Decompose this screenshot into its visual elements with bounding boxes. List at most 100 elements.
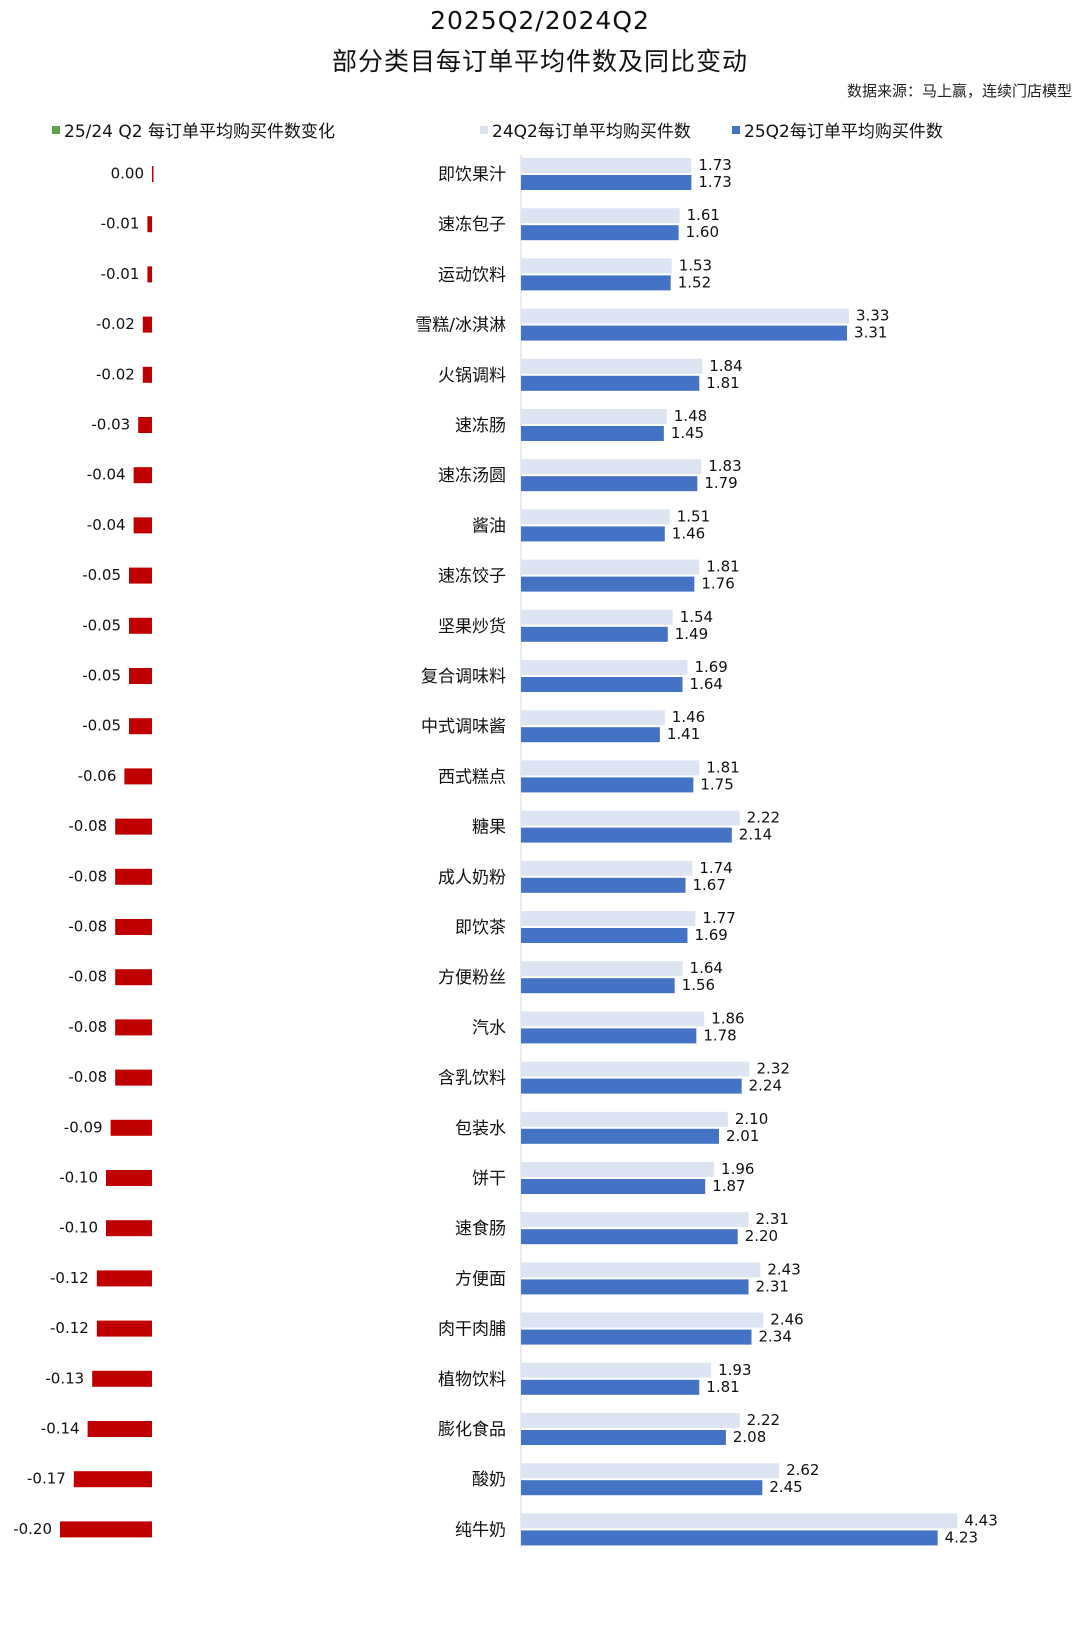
bar-25q2 bbox=[521, 777, 694, 793]
change-bar bbox=[147, 266, 152, 283]
bar-25q2-label: 2.45 bbox=[769, 1478, 802, 1496]
bar-24q2-label: 1.96 bbox=[721, 1160, 754, 1178]
bar-24q2-label: 1.81 bbox=[706, 558, 739, 576]
data-source-note: 数据来源：马上赢，连续门店模型 bbox=[846, 82, 1072, 100]
category-label: 酸奶 bbox=[472, 1470, 506, 1490]
bar-25q2-label: 2.14 bbox=[739, 826, 772, 844]
bar-24q2 bbox=[521, 1111, 728, 1127]
legend-swatch-change bbox=[52, 125, 60, 134]
bar-24q2-label: 4.43 bbox=[964, 1511, 997, 1529]
bar-24q2 bbox=[521, 961, 683, 977]
bar-24q2-label: 1.93 bbox=[718, 1361, 751, 1379]
bar-25q2 bbox=[521, 1078, 742, 1094]
bar-25q2-label: 1.49 bbox=[675, 625, 708, 643]
change-label: -0.10 bbox=[59, 1169, 98, 1187]
bar-24q2-label: 2.32 bbox=[757, 1060, 790, 1078]
change-bar bbox=[96, 1320, 152, 1337]
change-label: -0.08 bbox=[68, 867, 107, 885]
change-label: -0.03 bbox=[91, 416, 130, 434]
change-bar bbox=[133, 517, 152, 534]
legend-label-2024: 24Q2每订单平均购买件数 bbox=[492, 122, 691, 142]
bar-25q2-label: 1.46 bbox=[672, 524, 705, 542]
bar-24q2 bbox=[521, 1061, 750, 1077]
bar-24q2-label: 2.22 bbox=[747, 809, 780, 827]
change-bar bbox=[106, 1170, 152, 1186]
change-bar bbox=[138, 417, 152, 433]
change-bar bbox=[115, 818, 152, 835]
change-label: -0.08 bbox=[68, 968, 107, 986]
bar-25q2 bbox=[521, 978, 675, 994]
bar-25q2 bbox=[521, 175, 692, 190]
bar-25q2 bbox=[521, 1480, 763, 1496]
bar-25q2-label: 2.24 bbox=[749, 1077, 782, 1095]
bar-25q2 bbox=[521, 275, 671, 291]
change-bar bbox=[115, 919, 152, 935]
change-label: -0.20 bbox=[13, 1520, 52, 1538]
bar-24q2 bbox=[521, 559, 700, 575]
category-label: 火锅调料 bbox=[438, 366, 506, 386]
bar-25q2-label: 4.23 bbox=[945, 1528, 978, 1546]
legend-item-2025: 25Q2每订单平均购买件数 bbox=[732, 117, 943, 142]
change-bar bbox=[60, 1521, 152, 1538]
bar-25q2 bbox=[521, 1329, 752, 1345]
bar-25q2-label: 1.69 bbox=[694, 926, 727, 944]
change-bar bbox=[129, 668, 152, 684]
bar-24q2-label: 1.69 bbox=[694, 658, 727, 676]
change-bar bbox=[152, 166, 154, 182]
change-bar bbox=[115, 1069, 152, 1086]
change-label: -0.05 bbox=[82, 616, 121, 634]
bar-24q2 bbox=[521, 1011, 705, 1027]
bar-25q2 bbox=[521, 827, 732, 843]
bar-24q2-label: 1.73 bbox=[698, 156, 731, 174]
change-label: -0.08 bbox=[68, 1018, 107, 1036]
bar-25q2 bbox=[521, 677, 683, 692]
change-label: 0.00 bbox=[111, 165, 144, 183]
bar-24q2-label: 2.62 bbox=[786, 1461, 819, 1479]
bar-25q2 bbox=[521, 426, 664, 441]
bar-25q2 bbox=[521, 576, 695, 592]
change-bar bbox=[129, 567, 152, 584]
change-bar bbox=[115, 868, 152, 885]
bar-24q2-label: 1.81 bbox=[706, 758, 739, 776]
bar-25q2-label: 1.79 bbox=[704, 474, 737, 492]
bar-24q2 bbox=[521, 810, 740, 826]
bar-25q2-label: 2.31 bbox=[756, 1277, 789, 1295]
change-label: -0.09 bbox=[64, 1118, 103, 1136]
change-bar bbox=[142, 316, 152, 333]
bar-25q2 bbox=[521, 877, 686, 893]
category-label: 速冻肠 bbox=[455, 416, 506, 436]
change-bar bbox=[133, 467, 152, 484]
change-bar bbox=[92, 1370, 152, 1387]
change-bar bbox=[129, 617, 152, 634]
change-bar bbox=[110, 1119, 152, 1136]
bar-24q2 bbox=[521, 1262, 761, 1278]
bar-24q2-label: 3.33 bbox=[856, 307, 889, 325]
bar-25q2-label: 1.73 bbox=[698, 173, 731, 191]
bar-25q2-label: 1.81 bbox=[706, 1378, 739, 1396]
bar-25q2 bbox=[521, 476, 698, 492]
change-label: -0.14 bbox=[41, 1420, 80, 1438]
category-label: 含乳饮料 bbox=[438, 1069, 506, 1089]
bar-25q2 bbox=[521, 526, 665, 542]
bar-24q2 bbox=[521, 1362, 712, 1378]
bar-25q2-label: 1.52 bbox=[678, 273, 711, 291]
category-label: 纯牛奶 bbox=[455, 1520, 506, 1540]
change-bar bbox=[115, 969, 152, 986]
chart-title-line1: 2025Q2/2024Q2 bbox=[430, 6, 650, 35]
category-label: 糖果 bbox=[472, 818, 506, 838]
bar-25q2-label: 1.67 bbox=[692, 876, 725, 894]
legend-label-change: 25/24 Q2 每订单平均购买件数变化 bbox=[64, 122, 335, 142]
change-label: -0.05 bbox=[82, 667, 121, 685]
bar-24q2 bbox=[521, 760, 700, 776]
change-bar bbox=[129, 718, 152, 735]
change-label: -0.02 bbox=[96, 315, 135, 333]
bar-24q2-label: 1.84 bbox=[709, 357, 742, 375]
change-bar bbox=[147, 216, 152, 233]
legend-swatch-2025 bbox=[732, 125, 740, 134]
category-label: 速冻汤圆 bbox=[438, 466, 506, 486]
bar-25q2 bbox=[521, 727, 660, 743]
category-label: 运动饮料 bbox=[438, 265, 506, 285]
category-label: 速冻饺子 bbox=[438, 567, 506, 587]
legend-item-2024: 24Q2每订单平均购买件数 bbox=[480, 117, 691, 142]
